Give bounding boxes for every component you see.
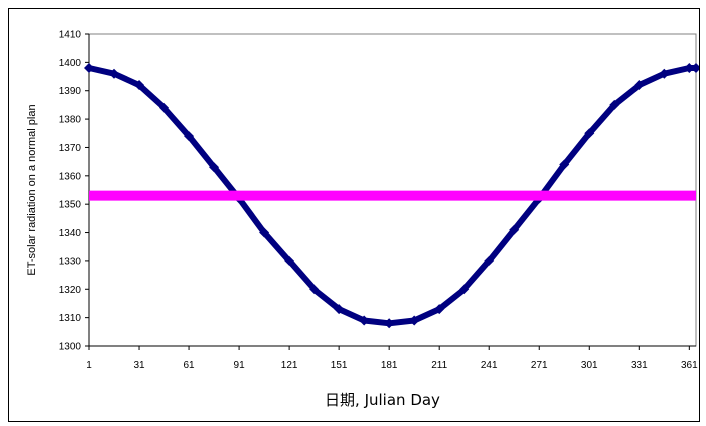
y-tick-label: 1400 [59, 58, 82, 69]
x-tick-label: 301 [581, 360, 598, 371]
chart-frame: 1300 1310 1320 1330 1340 1350 1360 1370 1380 1390… [8, 8, 700, 422]
series-0-point [109, 68, 120, 79]
series-0-point [359, 315, 370, 326]
series-0-point [134, 80, 145, 91]
y-axis: 1300 1310 1320 1330 1340 1350 1360 1370 1380 1390… [59, 30, 90, 353]
x-tick-label: 1 [86, 360, 92, 371]
x-tick-label: 241 [481, 360, 498, 371]
series-0-point [584, 128, 595, 139]
series-0-point [209, 162, 220, 173]
plot-area [88, 33, 697, 347]
series-0-point [559, 159, 570, 170]
y-tick-label: 1350 [59, 200, 82, 211]
series-0-point [691, 63, 699, 74]
y-tick-label: 1320 [59, 285, 82, 296]
y-axis-label: ET-solar radiation on a normal plan [26, 104, 38, 275]
series-0-point [184, 131, 195, 142]
y-tick-label: 1380 [59, 115, 82, 126]
series-0-point [309, 284, 320, 295]
series-0-point [434, 304, 445, 315]
x-tick-label: 31 [133, 360, 145, 371]
series-0-point [659, 68, 670, 79]
plot-border [88, 33, 697, 347]
x-tick-label: 331 [631, 360, 648, 371]
series-0-point [459, 284, 470, 295]
series-0-point [484, 255, 495, 266]
series-0-point [334, 304, 345, 315]
y-tick-label: 1310 [59, 313, 82, 324]
x-axis: 1 31 61 91 121 151 181 211 241 271 301 331 361 [86, 345, 698, 371]
x-tick-label: 121 [281, 360, 298, 371]
series-0-point [509, 224, 520, 235]
series-0-point [284, 255, 295, 266]
y-tick-label: 1300 [59, 342, 82, 353]
x-tick-label: 271 [531, 360, 548, 371]
series-0-point [409, 315, 420, 326]
y-tick-label: 1410 [59, 30, 82, 41]
x-axis-label: 日期, Julian Day [325, 391, 440, 409]
y-tick-label: 1390 [59, 86, 82, 97]
series-0-point [609, 99, 620, 110]
x-tick-label: 211 [431, 360, 447, 371]
y-tick-label: 1360 [59, 171, 82, 182]
series-0-point [384, 318, 395, 329]
series-0-point [159, 102, 170, 113]
chart: 1300 1310 1320 1330 1340 1350 1360 1370 1380 1390… [26, 30, 699, 409]
y-tick-label: 1330 [59, 256, 82, 267]
x-tick-label: 361 [681, 360, 698, 371]
series-0-point [259, 227, 270, 238]
x-tick-label: 181 [381, 360, 398, 371]
series-0-point [634, 80, 645, 91]
series-layer [84, 63, 699, 329]
x-tick-label: 151 [331, 360, 348, 371]
x-tick-label: 61 [183, 360, 195, 371]
y-tick-label: 1370 [59, 143, 82, 154]
x-tick-label: 91 [234, 360, 246, 371]
series-0-line [86, 65, 699, 327]
y-tick-label: 1340 [59, 228, 82, 239]
